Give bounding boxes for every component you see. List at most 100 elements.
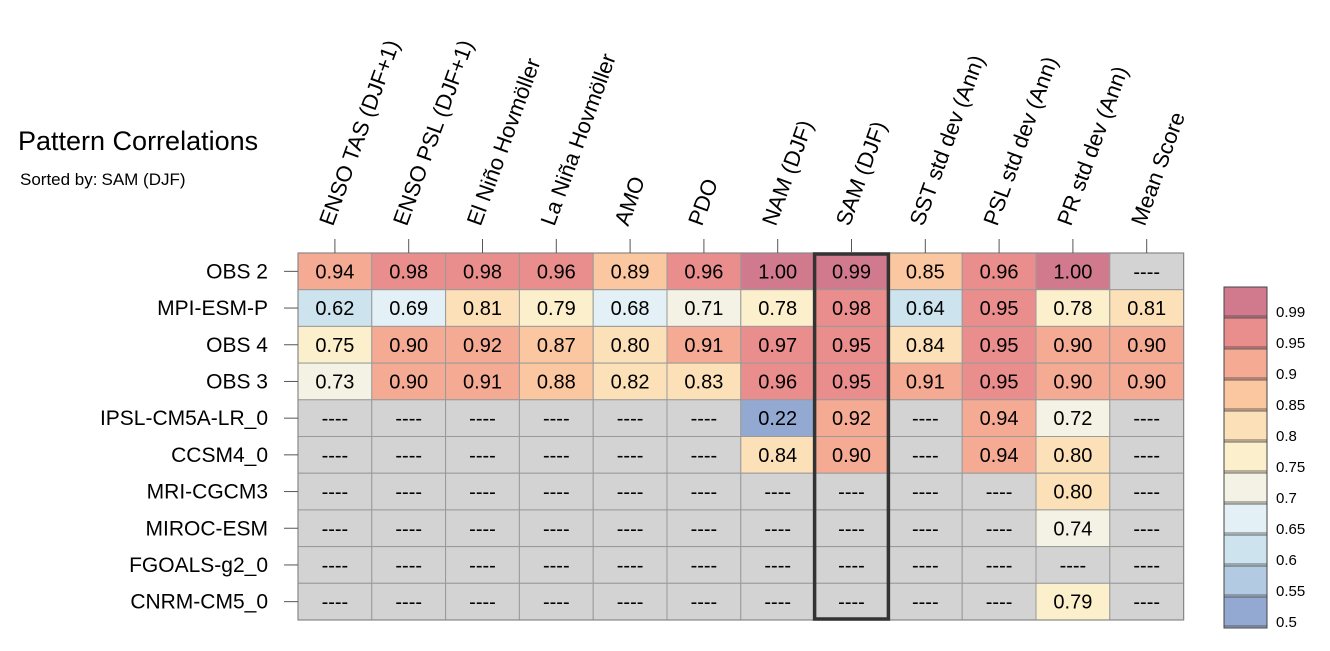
colorbar-label: 0.8 bbox=[1276, 428, 1297, 445]
colorbar-border bbox=[1223, 286, 1268, 629]
cell-value-label: 0.95 bbox=[832, 335, 871, 357]
cell-value-label: ---- bbox=[322, 518, 349, 540]
heatmap-cell bbox=[887, 289, 963, 327]
subtitle-label: Sorted by: bbox=[20, 170, 98, 189]
cell-value-label: ---- bbox=[617, 518, 644, 540]
heatmap-cell bbox=[518, 362, 594, 401]
heatmap-cell bbox=[445, 546, 520, 584]
cell-value-label: ---- bbox=[543, 445, 570, 467]
colorbar-label: 0.6 bbox=[1276, 552, 1297, 569]
colorbar-swatch bbox=[1223, 410, 1268, 443]
cell-value-label: 0.92 bbox=[832, 408, 871, 430]
heatmap-cell bbox=[445, 289, 520, 327]
heatmap-cell bbox=[371, 436, 447, 474]
heatmap-cell bbox=[592, 546, 668, 584]
heatmap-cell bbox=[666, 472, 742, 511]
cell-value-label: ---- bbox=[469, 408, 496, 430]
heatmap-cell bbox=[371, 399, 447, 437]
heatmap-cell bbox=[445, 436, 520, 474]
cell-value-label: 0.80 bbox=[1053, 482, 1092, 504]
cell-value-label: ---- bbox=[912, 518, 939, 540]
heatmap-cell bbox=[297, 289, 373, 327]
heatmap-cell bbox=[1035, 289, 1111, 327]
row-label: CCSM4_0 bbox=[171, 444, 268, 467]
cell-value-label: ---- bbox=[1133, 445, 1160, 467]
heatmap-cell bbox=[961, 582, 1037, 621]
heatmap-cell bbox=[371, 325, 447, 364]
cell-value-label: 0.96 bbox=[980, 261, 1019, 283]
cell-value-label: ---- bbox=[764, 592, 791, 614]
cell-value-label: 0.68 bbox=[611, 298, 650, 320]
heatmap-cell bbox=[297, 399, 373, 437]
cell-value-label: ---- bbox=[912, 445, 939, 467]
heatmap-cell bbox=[592, 252, 668, 291]
cell-value-label: 0.90 bbox=[389, 335, 428, 357]
cell-value-label: 0.80 bbox=[611, 335, 650, 357]
cell-value-label: ---- bbox=[543, 482, 570, 504]
heatmap-cell bbox=[740, 472, 816, 511]
heatmap-cell bbox=[592, 436, 668, 474]
cell-value-label: ---- bbox=[912, 592, 939, 614]
heatmap-cell bbox=[1109, 509, 1185, 548]
cell-value-label: ---- bbox=[469, 555, 496, 577]
heatmap-cell bbox=[740, 399, 816, 437]
cell-value-label: ---- bbox=[395, 518, 422, 540]
column-label: PR std dev (Ann) bbox=[1052, 63, 1133, 229]
cell-value-label: ---- bbox=[543, 408, 570, 430]
cell-value-label: 0.90 bbox=[1127, 335, 1166, 357]
cell-value-label: 0.62 bbox=[315, 298, 354, 320]
cell-value-label: 0.95 bbox=[980, 298, 1019, 320]
cell-value-label: ---- bbox=[617, 555, 644, 577]
cell-value-label: 0.90 bbox=[1053, 335, 1092, 357]
cell-value-label: ---- bbox=[617, 592, 644, 614]
heatmap-cell bbox=[961, 546, 1037, 584]
heatmap-cell bbox=[518, 436, 594, 474]
cell-value-label: ---- bbox=[986, 555, 1013, 577]
cell-value-label: 0.22 bbox=[758, 408, 797, 430]
cell-value-label: 0.90 bbox=[1127, 371, 1166, 393]
cell-value-label: 0.84 bbox=[758, 445, 797, 467]
cell-value-label: ---- bbox=[395, 445, 422, 467]
cell-value-label: ---- bbox=[764, 482, 791, 504]
cell-value-label: ---- bbox=[322, 555, 349, 577]
heatmap-cell bbox=[518, 289, 594, 327]
colorbar-swatch bbox=[1223, 565, 1268, 598]
cell-value-label: 0.95 bbox=[980, 335, 1019, 357]
cell-value-label: ---- bbox=[838, 482, 865, 504]
column-label: SST std dev (Ann) bbox=[905, 52, 990, 229]
heatmap-cell bbox=[961, 436, 1037, 474]
cell-value-label: 0.98 bbox=[389, 261, 428, 283]
cell-value-label: 0.94 bbox=[980, 408, 1019, 430]
colorbar-label: 0.7 bbox=[1276, 490, 1297, 507]
cell-value-label: 0.91 bbox=[684, 335, 723, 357]
cell-value-label: ---- bbox=[912, 555, 939, 577]
row-label: CNRM-CM5_0 bbox=[130, 591, 268, 614]
cell-value-label: 0.94 bbox=[315, 261, 354, 283]
heatmap-cell bbox=[1109, 399, 1185, 437]
cell-value-label: 0.80 bbox=[1053, 445, 1092, 467]
cell-value-label: 0.96 bbox=[758, 371, 797, 393]
heatmap-cell bbox=[887, 362, 963, 401]
row-label: OBS 4 bbox=[206, 334, 268, 357]
cell-value-label: ---- bbox=[838, 518, 865, 540]
cell-value-label: 0.98 bbox=[463, 261, 502, 283]
heatmap-cell bbox=[666, 252, 742, 291]
cell-value-label: 0.97 bbox=[758, 335, 797, 357]
cell-value-label: 0.98 bbox=[832, 298, 871, 320]
heatmap-cell bbox=[961, 289, 1037, 327]
heatmap-cell bbox=[666, 399, 742, 437]
heatmap-cell bbox=[1035, 362, 1111, 401]
cell-value-label: 0.95 bbox=[980, 371, 1019, 393]
cell-value-label: ---- bbox=[469, 592, 496, 614]
row-label: MRI-CGCM3 bbox=[147, 481, 268, 504]
cell-value-label: 0.91 bbox=[906, 371, 945, 393]
cell-value-label: ---- bbox=[395, 592, 422, 614]
subtitle-sort-value: SAM (DJF) bbox=[101, 170, 186, 189]
heatmap-cell bbox=[666, 436, 742, 474]
heatmap-cell bbox=[518, 582, 594, 621]
heatmap-cell bbox=[445, 509, 520, 548]
heatmap-cell bbox=[592, 399, 668, 437]
cell-value-label: 0.81 bbox=[1127, 298, 1166, 320]
cell-value-label: ---- bbox=[986, 518, 1013, 540]
cell-value-label: ---- bbox=[691, 592, 718, 614]
